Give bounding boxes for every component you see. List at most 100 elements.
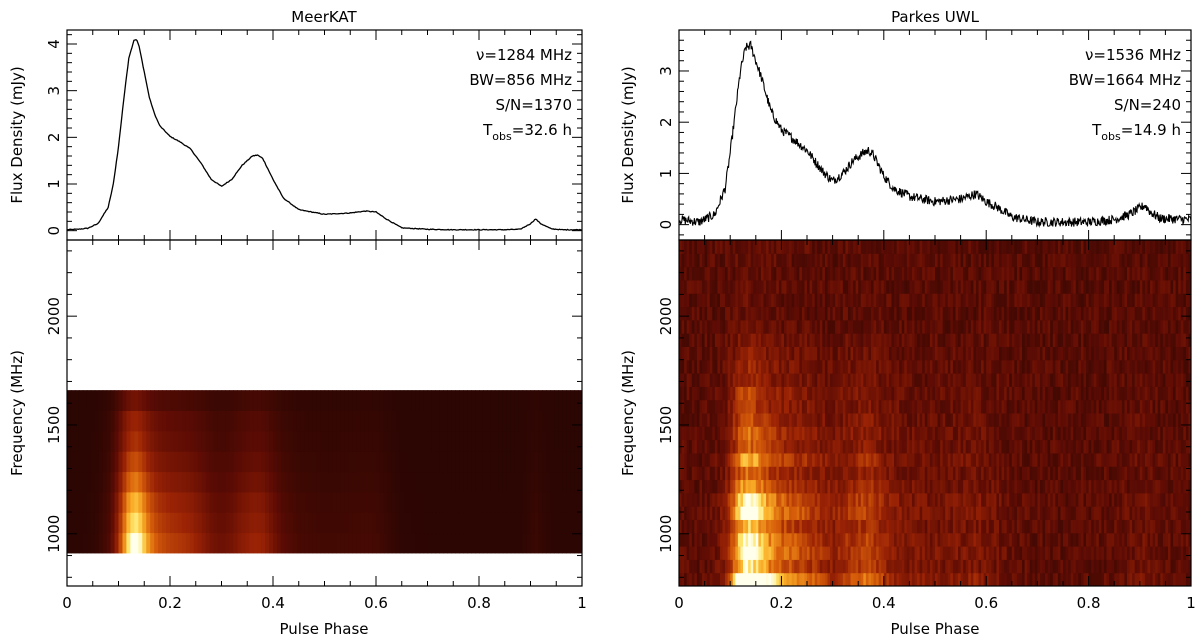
heatmap-cell [435, 512, 440, 534]
heatmap-cell [945, 466, 949, 481]
heatmap-cell [914, 439, 918, 454]
heatmap-cell [758, 466, 762, 481]
heatmap-cell [812, 506, 816, 520]
heatmap-cell [1006, 559, 1010, 574]
heatmap-cell [686, 346, 690, 361]
heatmap-cell [801, 466, 806, 481]
heatmap-cell [1183, 426, 1187, 441]
heatmap-cell [824, 333, 829, 347]
heatmap-cell [929, 492, 934, 507]
heatmap-cell [830, 466, 834, 481]
heatmap-cell [776, 319, 780, 334]
heatmap-cell [968, 386, 972, 401]
heatmap-cell [807, 572, 811, 586]
heatmap-cell [714, 466, 718, 481]
heatmap-cell [909, 413, 913, 427]
heatmap-cell [1080, 466, 1085, 481]
heatmap-cell [562, 430, 567, 452]
heatmap-cell [336, 491, 341, 513]
heatmap-cell [1173, 532, 1177, 547]
heatmap-cell [975, 519, 980, 534]
heatmap-cell [1160, 373, 1164, 387]
heatmap-cell [1185, 426, 1190, 441]
heatmap-cell [360, 451, 365, 473]
heatmap-cell [534, 491, 540, 513]
heatmap-cell [901, 426, 905, 441]
heatmap-cell [1037, 386, 1041, 401]
heatmap-cell [225, 410, 231, 432]
heatmap-cell [929, 466, 934, 481]
heatmap-cell [1132, 546, 1136, 560]
heatmap-cell [1173, 359, 1177, 374]
heatmap-cell [364, 471, 369, 493]
heatmap-cell [245, 532, 250, 554]
heatmap-cell [209, 390, 215, 411]
heatmap-cell [1175, 466, 1179, 481]
heatmap-cell [1024, 546, 1028, 560]
heatmap-cell [684, 546, 688, 560]
heatmap-cell [737, 519, 742, 534]
heatmap-cell [901, 479, 905, 494]
heatmap-cell [781, 532, 785, 547]
heatmap-cell [106, 451, 112, 473]
heatmap-cell [960, 346, 964, 361]
heatmap-cell [1150, 439, 1154, 454]
heatmap-cell [407, 512, 413, 534]
heatmap-cell [970, 572, 974, 586]
heatmap-cell [431, 451, 437, 473]
heatmap-cell [952, 506, 957, 520]
heatmap-cell [1157, 346, 1161, 361]
heatmap-cell [691, 452, 695, 467]
heatmap-cell [876, 506, 880, 520]
heatmap-cell [760, 452, 765, 467]
heatmap-cell [837, 532, 841, 547]
heatmap-cell [110, 471, 116, 493]
heatmap-cell [229, 491, 234, 513]
heatmap-cell [494, 430, 500, 452]
heatmap-cell [709, 546, 713, 560]
heatmap-cell [768, 413, 772, 427]
heatmap-cell [1093, 333, 1097, 347]
heatmap-cell [1152, 466, 1156, 481]
heatmap-cell [221, 430, 227, 452]
heatmap-cell [804, 519, 808, 534]
heatmap-cell [786, 532, 790, 547]
heatmap-cell [768, 506, 772, 520]
heatmap-cell [280, 451, 286, 473]
heatmap-cell [1073, 519, 1077, 534]
heatmap-cell [917, 492, 921, 507]
heatmap-cell [1121, 532, 1126, 547]
heatmap-cell [924, 426, 928, 441]
heatmap-cell [830, 333, 834, 347]
heatmap-cell [922, 346, 926, 361]
heatmap-cell [955, 519, 959, 534]
heatmap-cell [786, 546, 790, 560]
heatmap-cell [963, 333, 967, 347]
heatmap-cell [735, 386, 739, 401]
heatmap-cell [783, 439, 788, 454]
heatmap-cell [1052, 532, 1056, 547]
heatmap-cell [963, 373, 967, 387]
heatmap-cell [126, 410, 131, 432]
heatmap-cell [712, 519, 716, 534]
heatmap-cell [538, 471, 543, 493]
heatmap-cell [1039, 319, 1044, 334]
heatmap-cell [758, 559, 762, 574]
heatmap-cell [1096, 546, 1100, 560]
heatmap-cell [1098, 333, 1102, 347]
heatmap-cell [142, 451, 147, 473]
heatmap-cell [937, 506, 941, 520]
heatmap-cell [1152, 572, 1156, 586]
heatmap-cell [498, 390, 504, 411]
heatmap-cell [415, 410, 421, 432]
heatmap-cell [950, 519, 954, 534]
heatmap-cell [768, 399, 772, 414]
heatmap-cell [225, 451, 231, 473]
heatmap-cell [158, 491, 163, 513]
heatmap-cell [709, 413, 713, 427]
heatmap-cell [1178, 532, 1182, 547]
heatmap-cell [550, 390, 555, 411]
heatmap-cell [494, 410, 500, 432]
heatmap-cell [415, 471, 421, 493]
heatmap-cell [1109, 359, 1113, 374]
